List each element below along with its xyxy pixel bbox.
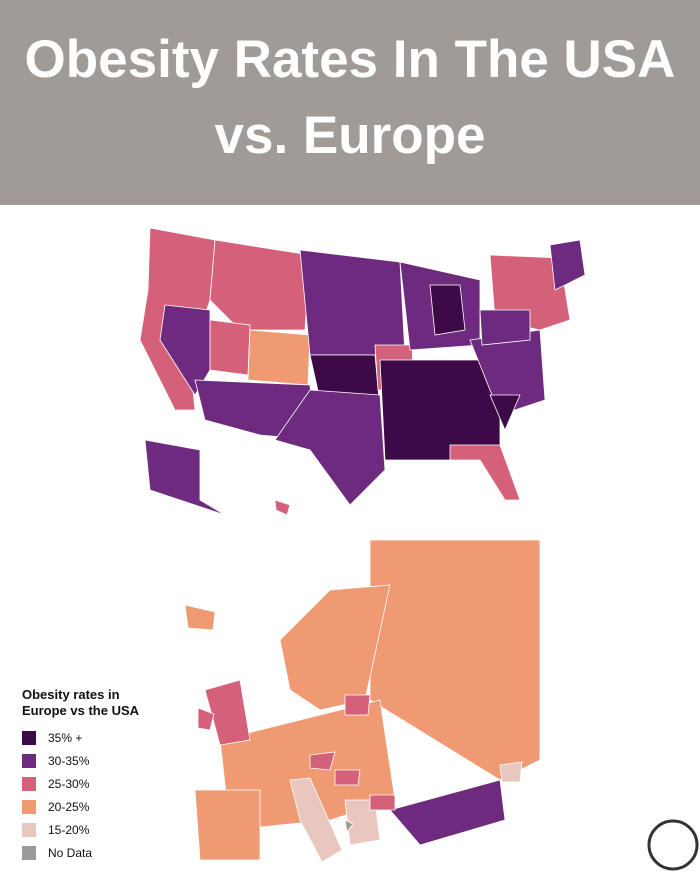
region [197, 707, 215, 731]
header: Obesity Rates In The USA vs. Europe [0, 0, 700, 205]
region [334, 769, 361, 786]
region [369, 794, 396, 811]
legend-title: Obesity rates in Europe vs the USA [22, 687, 140, 718]
region [499, 761, 523, 783]
legend-swatch [22, 799, 36, 814]
title: Obesity Rates In The USA vs. Europe [24, 30, 676, 165]
maps [139, 227, 699, 871]
legend-label: 30-35% [48, 753, 90, 768]
region [209, 319, 251, 376]
region [289, 777, 343, 863]
legend-item: 20-25% [22, 795, 152, 818]
legend-label: 25-30% [48, 776, 90, 791]
region [144, 439, 226, 516]
region [299, 249, 406, 356]
region [209, 239, 311, 331]
region [429, 284, 466, 336]
region [479, 309, 531, 346]
legend-swatch [22, 776, 36, 791]
legend-swatch [22, 753, 36, 768]
region [369, 539, 541, 781]
legend-item: 30-35% [22, 749, 152, 772]
region [549, 239, 586, 291]
legend-item: 25-30% [22, 772, 152, 795]
region [247, 329, 311, 386]
region [344, 694, 371, 716]
region [274, 499, 291, 516]
globe-icon [647, 819, 699, 871]
region [204, 679, 251, 746]
region [184, 604, 216, 631]
region [489, 394, 521, 432]
legend-label: No Data [48, 845, 93, 860]
region [309, 751, 336, 771]
legend-swatch [22, 845, 36, 860]
legend-label: 20-25% [48, 799, 90, 814]
region [449, 444, 521, 501]
legend-label: 15-20% [48, 822, 90, 837]
region [194, 789, 261, 861]
legend-item: 15-20% [22, 818, 152, 841]
legend-swatch [22, 822, 36, 837]
legend-item: 35% + [22, 726, 152, 749]
legend-label: 35% + [48, 730, 83, 745]
legend-swatch [22, 730, 36, 745]
region [274, 389, 386, 506]
region [389, 779, 506, 846]
region [344, 819, 354, 833]
legend: Obesity rates in Europe vs the USA 35% +… [22, 687, 152, 864]
legend-item: No Data [22, 841, 152, 864]
